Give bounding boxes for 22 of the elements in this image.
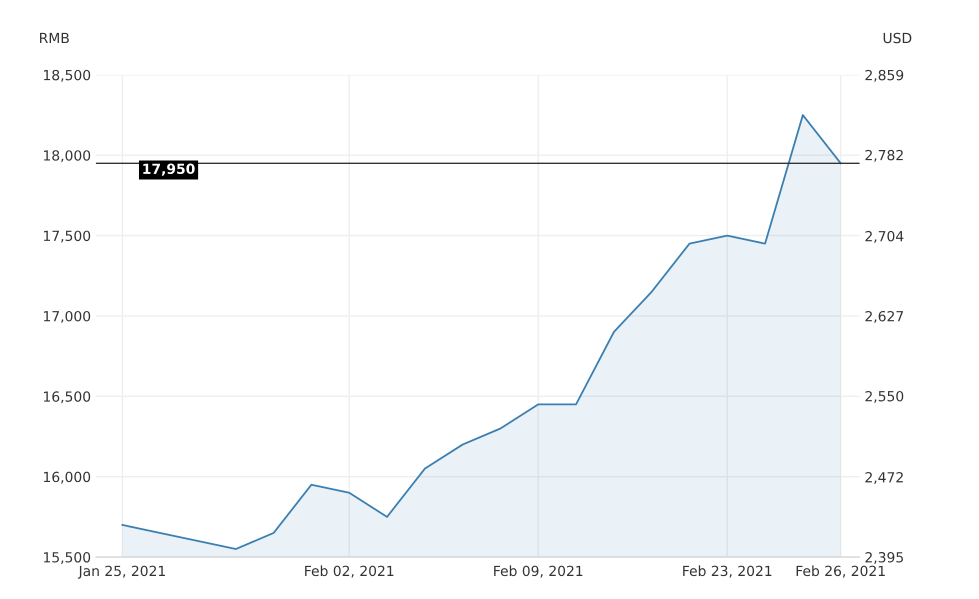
ref-line-label: 17,950: [143, 164, 195, 176]
y-axis-title: RMB: [40, 32, 69, 44]
y2-tick-label: 2,859: [865, 70, 904, 82]
y-tick-label: 16,000: [44, 472, 90, 484]
y-tick-label: 18,000: [44, 150, 90, 162]
x-tick-label: Jan 25, 2021: [78, 566, 165, 579]
x-tick-label: Feb 26, 2021: [796, 565, 885, 578]
x-tick-label: Feb 09, 2021: [494, 565, 582, 578]
x-tick-label: Feb 02, 2021: [305, 565, 394, 578]
x-tick-label: Feb 23, 2021: [683, 565, 772, 578]
y-tick-label: 17,500: [44, 230, 90, 242]
y2-axis-title: USD: [884, 32, 912, 44]
y2-tick-label: 2,704: [865, 230, 904, 243]
y2-tick-label: 2,395: [865, 552, 903, 564]
y2-tick-label: 2,472: [865, 472, 903, 484]
y2-tick-label: 2,782: [865, 150, 903, 162]
y-tick-label: 15,500: [44, 552, 90, 564]
y2-tick-label: 2,627: [865, 310, 903, 323]
y-tick-label: 16,500: [44, 391, 90, 404]
y-tick-label: 17,000: [44, 310, 90, 323]
y-tick-label: 18,500: [44, 70, 90, 82]
y2-tick-label: 2,550: [865, 390, 904, 403]
